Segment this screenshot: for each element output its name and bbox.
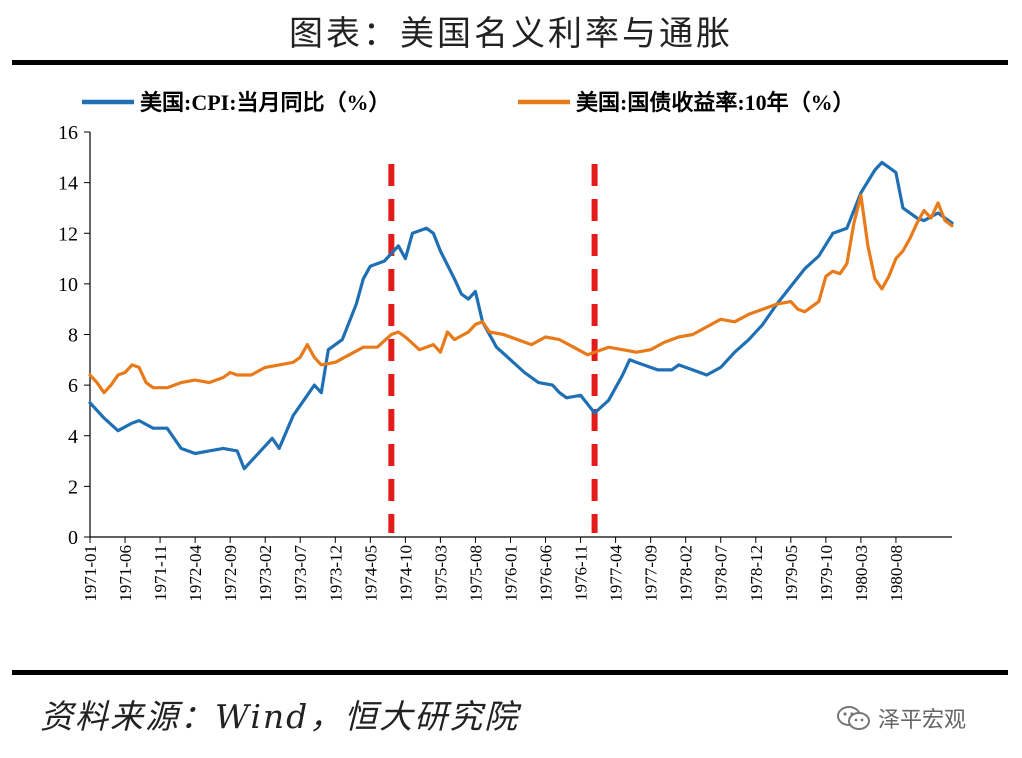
x-tick-label: 1973-02 [256, 545, 275, 602]
x-tick-label: 1976-01 [501, 545, 520, 602]
series-lines [88, 160, 954, 471]
y-tick-label: 12 [58, 223, 78, 245]
cpi-series-line [88, 160, 954, 471]
y-tick-label: 6 [68, 375, 78, 397]
y-tick-label: 10 [58, 274, 78, 296]
legend-label: 美国:CPI:当月同比（%） [140, 90, 391, 115]
x-tick-label: 1979-10 [817, 545, 836, 602]
x-tick-label: 1980-03 [852, 545, 871, 602]
legend-label: 美国:国债收益率:10年（%） [576, 90, 855, 115]
x-tick-label: 1978-02 [677, 545, 696, 602]
x-tick-label: 1972-04 [186, 545, 205, 602]
y-tick-label: 4 [68, 426, 78, 448]
y-tick-label: 0 [68, 527, 78, 549]
source-note: 资料来源：Wind，恒大研究院 [40, 697, 520, 736]
event-markers [388, 164, 598, 533]
x-tick-label: 1979-05 [782, 545, 801, 602]
line-chart: 美国:CPI:当月同比（%） 美国:国债收益率:10年（%） 0 2 4 6 8 10 12 1… [58, 90, 954, 602]
yield-series-line [88, 193, 954, 395]
page-title: 图表：美国名义利率与通胀 [289, 14, 733, 54]
x-tick-label: 1973-12 [326, 545, 345, 602]
x-tick-label: 1971-11 [151, 545, 170, 601]
top-rule [12, 60, 1008, 65]
bottom-rule [12, 670, 1008, 675]
x-tick-label: 1971-06 [116, 545, 135, 602]
legend: 美国:CPI:当月同比（%） 美国:国债收益率:10年（%） [82, 90, 855, 115]
y-tick-label: 16 [58, 122, 78, 144]
x-tick-label: 1973-07 [291, 545, 310, 602]
x-tick-label: 1976-06 [537, 545, 556, 602]
x-tick-label: 1975-03 [431, 545, 450, 602]
x-tick-label: 1974-10 [396, 545, 415, 602]
x-tick-label: 1978-12 [747, 545, 766, 602]
x-tick-label: 1974-05 [361, 545, 380, 602]
x-tick-label: 1975-08 [466, 545, 485, 602]
y-tick-label: 14 [58, 173, 78, 195]
wechat-icon [837, 706, 870, 730]
watermark-text: 泽平宏观 [878, 708, 967, 733]
y-tick-label: 2 [68, 476, 78, 498]
x-tick-label: 1976-11 [572, 545, 591, 601]
axes: 0 2 4 6 8 10 12 14 16 1971-01 1971-06 1971-11 1972-0… [58, 122, 952, 602]
x-tick-label: 1977-04 [607, 545, 626, 602]
x-tick-label: 1977-09 [642, 545, 661, 602]
x-tick-label: 1972-09 [221, 545, 240, 602]
watermark: 泽平宏观 [836, 702, 966, 734]
x-tick-label: 1971-01 [81, 545, 100, 602]
y-tick-label: 8 [68, 325, 78, 347]
x-tick-label: 1980-08 [887, 545, 906, 602]
x-tick-label: 1978-07 [712, 545, 731, 602]
